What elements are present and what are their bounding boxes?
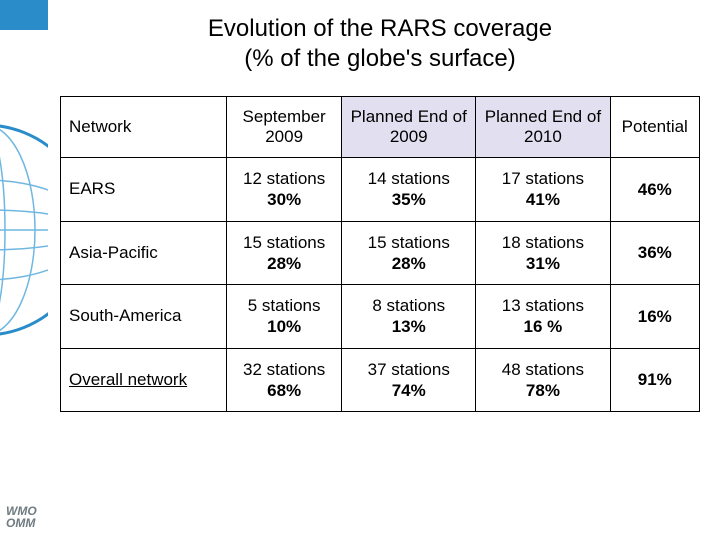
data-cell: 5 stations10%: [227, 285, 342, 349]
table-row: Asia-Pacific15 stations28%15 stations28%…: [61, 221, 700, 285]
col-header-sep2009: September 2009: [227, 97, 342, 158]
col-header-end2009: Planned End of 2009: [342, 97, 476, 158]
stations-count: 32 stations: [235, 359, 333, 380]
table-row: South-America5 stations10%8 stations13%1…: [61, 285, 700, 349]
percentage-value: 41%: [484, 189, 601, 210]
table-body: EARS12 stations30%14 stations35%17 stati…: [61, 158, 700, 412]
percentage-value: 13%: [350, 316, 467, 337]
stations-count: 15 stations: [350, 232, 467, 253]
row-label: EARS: [61, 158, 227, 222]
stations-count: 37 stations: [350, 359, 467, 380]
percentage-value: 28%: [235, 253, 333, 274]
brand-logo: WMO OMM: [6, 505, 37, 530]
title-line-2: (% of the globe's surface): [244, 45, 515, 72]
data-cell: 15 stations28%: [342, 221, 476, 285]
data-cell: 48 stations78%: [476, 348, 610, 412]
row-label-text: Overall network: [69, 370, 187, 389]
data-cell: 18 stations31%: [476, 221, 610, 285]
coverage-table: Network September 2009 Planned End of 20…: [60, 96, 700, 412]
data-cell: 15 stations28%: [227, 221, 342, 285]
row-label-text: EARS: [69, 179, 115, 198]
percentage-value: 78%: [484, 380, 601, 401]
stations-count: 13 stations: [484, 295, 601, 316]
data-cell: 32 stations68%: [227, 348, 342, 412]
stations-count: 18 stations: [484, 232, 601, 253]
stations-count: 8 stations: [350, 295, 467, 316]
col-header-end2010: Planned End of 2010: [476, 97, 610, 158]
table-row: EARS12 stations30%14 stations35%17 stati…: [61, 158, 700, 222]
row-label-text: South-America: [69, 306, 181, 325]
table-row: Overall network32 stations68%37 stations…: [61, 348, 700, 412]
table-header-row: Network September 2009 Planned End of 20…: [61, 97, 700, 158]
data-cell: 12 stations30%: [227, 158, 342, 222]
percentage-value: 91%: [619, 369, 691, 390]
percentage-value: 31%: [484, 253, 601, 274]
data-cell: 14 stations35%: [342, 158, 476, 222]
percentage-value: 74%: [350, 380, 467, 401]
percentage-value: 28%: [350, 253, 467, 274]
percentage-value: 30%: [235, 189, 333, 210]
stations-count: 12 stations: [235, 168, 333, 189]
stations-count: 48 stations: [484, 359, 601, 380]
data-cell: 36%: [610, 221, 699, 285]
stations-count: 15 stations: [235, 232, 333, 253]
percentage-value: 16 %: [484, 316, 601, 337]
col-header-network: Network: [61, 97, 227, 158]
row-label: South-America: [61, 285, 227, 349]
row-label-text: Asia-Pacific: [69, 243, 158, 262]
side-decoration: [0, 0, 48, 540]
data-cell: 91%: [610, 348, 699, 412]
data-cell: 16%: [610, 285, 699, 349]
percentage-value: 46%: [619, 179, 691, 200]
data-cell: 46%: [610, 158, 699, 222]
data-cell: 8 stations13%: [342, 285, 476, 349]
stations-count: 5 stations: [235, 295, 333, 316]
stations-count: 14 stations: [350, 168, 467, 189]
title-line-1: Evolution of the RARS coverage: [208, 15, 552, 42]
percentage-value: 35%: [350, 189, 467, 210]
percentage-value: 10%: [235, 316, 333, 337]
data-cell: 37 stations74%: [342, 348, 476, 412]
slide-content: Evolution of the RARS coverage (% of the…: [60, 14, 700, 412]
col-header-potential: Potential: [610, 97, 699, 158]
data-cell: 13 stations16 %: [476, 285, 610, 349]
brand-line-2: OMM: [6, 517, 37, 530]
percentage-value: 36%: [619, 242, 691, 263]
percentage-value: 68%: [235, 380, 333, 401]
slide-title: Evolution of the RARS coverage (% of the…: [60, 14, 700, 74]
row-label: Asia-Pacific: [61, 221, 227, 285]
row-label: Overall network: [61, 348, 227, 412]
percentage-value: 16%: [619, 306, 691, 327]
data-cell: 17 stations41%: [476, 158, 610, 222]
stations-count: 17 stations: [484, 168, 601, 189]
